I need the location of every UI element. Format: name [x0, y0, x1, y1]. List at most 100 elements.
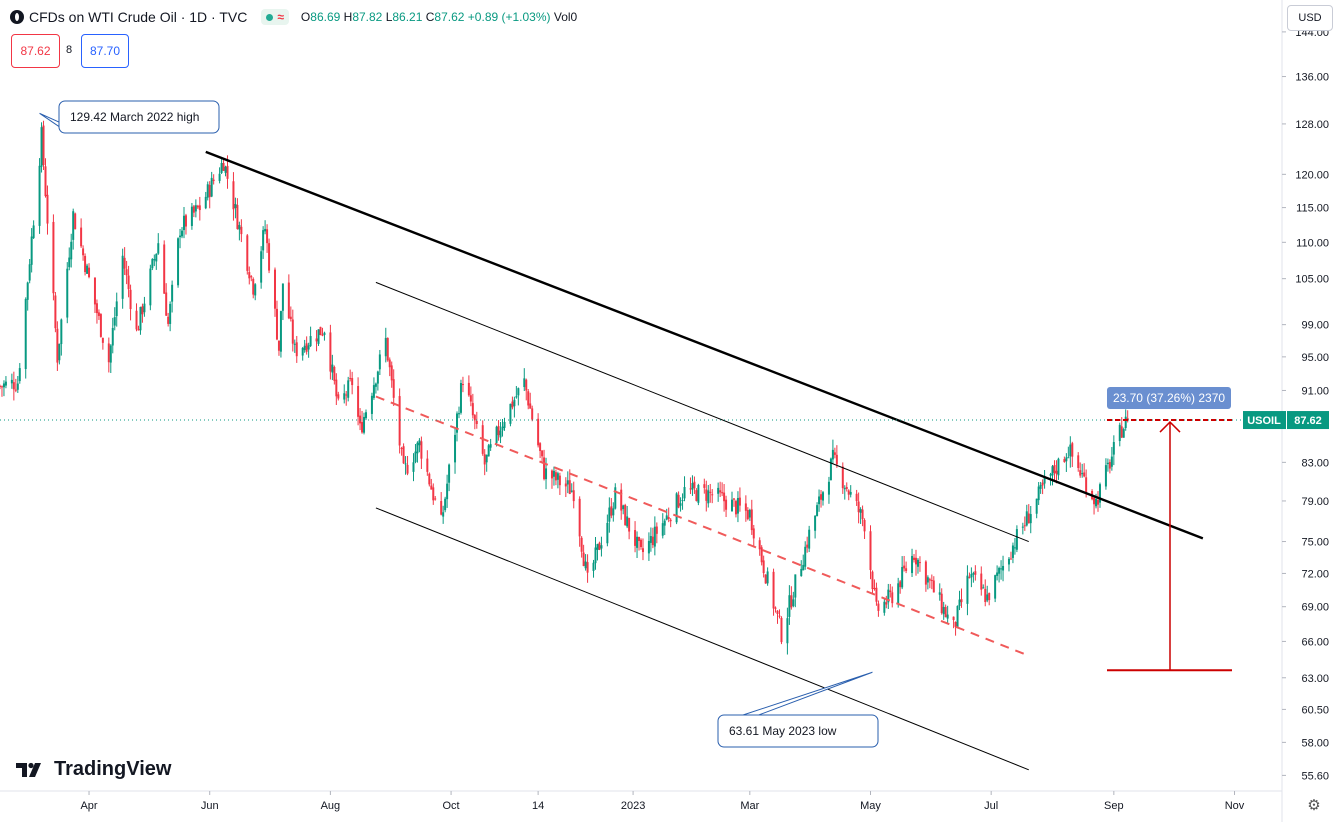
candle-body: [736, 497, 739, 514]
candle-body: [268, 243, 271, 271]
candle-body: [1106, 462, 1109, 464]
candle-body: [141, 306, 144, 315]
candle-body: [226, 165, 229, 179]
candle-body: [523, 378, 526, 388]
candle-body: [513, 399, 516, 407]
candle-body: [329, 332, 332, 372]
candle-body: [918, 562, 921, 564]
candle-body: [38, 165, 41, 226]
candle-body: [531, 408, 534, 420]
candle-body: [321, 334, 324, 336]
candle-body: [877, 603, 880, 611]
candle-body: [863, 519, 866, 532]
chart-settings-icon[interactable]: ⚙: [1307, 797, 1321, 814]
symbol-title[interactable]: CFDs on WTI Crude Oil · 1D · TVC: [29, 9, 248, 25]
candle-body: [675, 493, 678, 523]
candle-body: [260, 251, 263, 283]
candle-body: [115, 301, 118, 317]
candle-body: [386, 338, 389, 361]
candle-body: [503, 421, 506, 428]
candle-body: [1095, 498, 1098, 507]
candle-body: [1043, 477, 1046, 484]
price-axis[interactable]: 144.00136.00128.00120.00115.00110.00105.…: [1282, 27, 1329, 782]
candle-body: [184, 215, 187, 227]
candle-body: [996, 572, 999, 576]
buy-price-button[interactable]: 87.70: [81, 34, 129, 68]
candle-body: [942, 606, 945, 615]
candle-body: [568, 480, 571, 494]
candle-body: [1041, 482, 1044, 486]
candle-body: [669, 519, 672, 522]
trendline-channel-mid[interactable]: [375, 395, 1030, 657]
candle-body: [774, 607, 777, 609]
market-status-pill[interactable]: ≈: [261, 9, 289, 25]
measure-label-text: 23.70 (37.26%) 2370: [1113, 391, 1225, 405]
candle-body: [1083, 472, 1086, 477]
candle-body: [277, 340, 280, 351]
candle-body: [190, 206, 193, 226]
candle-body: [572, 490, 575, 502]
candle-body: [44, 166, 47, 197]
candle-body: [527, 391, 530, 406]
candle-body: [731, 499, 734, 512]
candle-body: [1097, 499, 1100, 505]
candle-body: [661, 523, 664, 536]
candle-body: [335, 379, 338, 397]
candle-body: [192, 206, 195, 213]
last-price-badge: [1287, 411, 1329, 430]
candle-body: [820, 494, 823, 500]
candle-body: [869, 531, 872, 571]
candle-body: [252, 278, 255, 295]
candle-body: [1122, 429, 1125, 438]
time-tick-label: Apr: [80, 800, 97, 812]
price-tick-label: 128.00: [1295, 119, 1329, 131]
candle-body: [517, 388, 520, 396]
tradingview-logo[interactable]: TradingView: [16, 758, 171, 781]
time-axis[interactable]: Apr Jun Aug Oct 14 2023 Mar May Jul Sep Nov: [80, 791, 1245, 812]
candle-body: [529, 403, 532, 409]
low-callout-box[interactable]: [717, 714, 879, 748]
candle-body: [855, 493, 858, 502]
candle-body: [135, 310, 138, 330]
symbol-label-badge: [1243, 411, 1286, 430]
candle-body: [861, 509, 864, 520]
candle-body: [149, 268, 152, 306]
candle-body: [444, 498, 447, 511]
trendline-channel-bottom[interactable]: [375, 507, 1029, 771]
candle-body: [238, 225, 241, 230]
candle-body: [738, 497, 741, 506]
annotations-layer[interactable]: USOIL 87.62 23.70 (37.26%) 2370 129.42 Marc…: [0, 100, 1329, 748]
trendlines-layer[interactable]: [205, 150, 1204, 771]
low-callout-pointer: [739, 671, 873, 717]
candle-body: [198, 205, 201, 211]
candle-body: [448, 464, 451, 483]
candle-body: [109, 345, 112, 363]
candle-body: [56, 328, 59, 363]
candle-body: [586, 562, 589, 573]
candle-body: [167, 316, 170, 324]
candle-body: [295, 342, 298, 357]
trendline-channel-top[interactable]: [375, 281, 1029, 543]
high-callout-box[interactable]: [58, 100, 220, 134]
candle-body: [266, 229, 269, 244]
candle-body: [1051, 466, 1054, 476]
sell-price-button[interactable]: 87.62: [11, 34, 60, 68]
candle-body: [273, 269, 276, 309]
candle-body: [545, 468, 548, 480]
candle-body: [974, 571, 977, 575]
candle-body: [402, 446, 405, 464]
candle-body: [911, 555, 914, 574]
trendline-major-resistance[interactable]: [205, 150, 1204, 540]
candle-body: [319, 326, 322, 336]
candle-body: [764, 574, 767, 584]
candle-body: [640, 539, 642, 548]
candle-body: [558, 475, 561, 486]
candle-body: [792, 599, 795, 607]
candle-body: [744, 503, 747, 511]
currency-selector[interactable]: USD: [1287, 5, 1333, 31]
candle-body: [628, 517, 631, 532]
candle-body: [1037, 486, 1040, 501]
candle-body: [849, 491, 852, 495]
candle-body: [758, 540, 761, 550]
